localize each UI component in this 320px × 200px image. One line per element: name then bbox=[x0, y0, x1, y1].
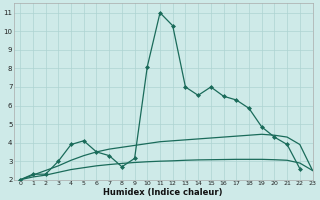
X-axis label: Humidex (Indice chaleur): Humidex (Indice chaleur) bbox=[103, 188, 223, 197]
